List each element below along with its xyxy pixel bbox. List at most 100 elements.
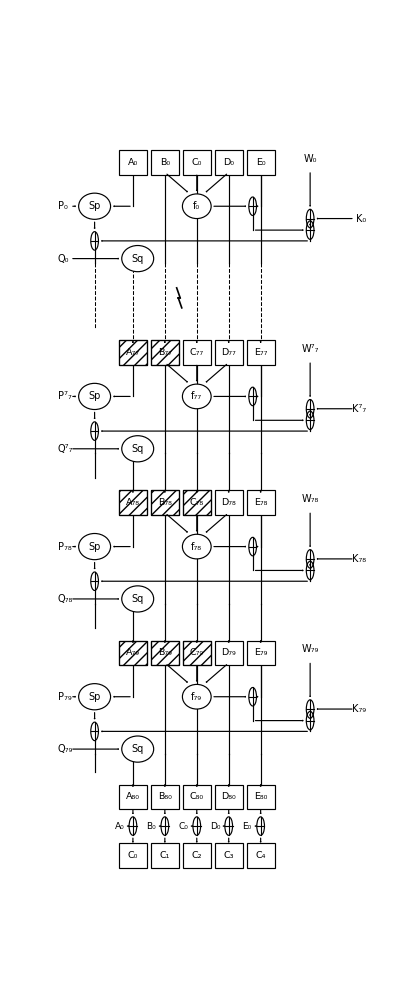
Text: E₀: E₀: [256, 158, 265, 167]
Text: C₀: C₀: [192, 158, 202, 167]
Text: Q₀: Q₀: [58, 254, 69, 264]
Text: P₀: P₀: [58, 201, 68, 211]
Text: Sq: Sq: [131, 444, 144, 454]
Text: C₈₀: C₈₀: [190, 792, 204, 801]
FancyBboxPatch shape: [183, 641, 211, 665]
FancyBboxPatch shape: [215, 340, 243, 365]
Text: K₇₉: K₇₉: [352, 704, 366, 714]
Ellipse shape: [79, 193, 110, 219]
Text: C₄: C₄: [255, 851, 266, 860]
Ellipse shape: [122, 436, 154, 462]
Text: A₇₈: A₇₈: [126, 498, 140, 507]
Text: P₇₉: P₇₉: [58, 692, 72, 702]
FancyBboxPatch shape: [247, 843, 275, 868]
Text: D₇₈: D₇₈: [221, 498, 236, 507]
Text: E₇₉: E₇₉: [254, 648, 267, 657]
FancyBboxPatch shape: [215, 843, 243, 868]
FancyBboxPatch shape: [151, 641, 179, 665]
FancyBboxPatch shape: [119, 150, 147, 175]
Text: W⁷₇: W⁷₇: [302, 344, 319, 354]
FancyBboxPatch shape: [247, 641, 275, 665]
Text: P⁷₇: P⁷₇: [58, 391, 72, 401]
Text: K₇₈: K₇₈: [352, 554, 366, 564]
Text: C₀: C₀: [128, 851, 138, 860]
Text: C₁: C₁: [160, 851, 170, 860]
Text: E₇₇: E₇₇: [254, 348, 267, 357]
Text: A₀: A₀: [115, 822, 124, 831]
Ellipse shape: [79, 533, 110, 560]
FancyBboxPatch shape: [215, 785, 243, 809]
Ellipse shape: [122, 736, 154, 762]
FancyBboxPatch shape: [151, 150, 179, 175]
FancyBboxPatch shape: [247, 340, 275, 365]
Text: E₇₈: E₇₈: [254, 498, 267, 507]
Text: Sq: Sq: [131, 744, 144, 754]
Text: K⁷₇: K⁷₇: [352, 404, 366, 414]
FancyBboxPatch shape: [151, 340, 179, 365]
Ellipse shape: [122, 586, 154, 612]
FancyBboxPatch shape: [151, 785, 179, 809]
Text: f₇₉: f₇₉: [191, 692, 202, 702]
Ellipse shape: [183, 194, 211, 219]
Ellipse shape: [183, 534, 211, 559]
FancyBboxPatch shape: [119, 641, 147, 665]
Ellipse shape: [183, 384, 211, 409]
Text: Sp: Sp: [89, 201, 101, 211]
Text: A₇₇: A₇₇: [126, 348, 140, 357]
Ellipse shape: [183, 684, 211, 709]
Text: Sq: Sq: [131, 254, 144, 264]
FancyBboxPatch shape: [183, 340, 211, 365]
Text: K₀: K₀: [356, 214, 366, 224]
FancyBboxPatch shape: [215, 490, 243, 515]
Text: B₇₇: B₇₇: [158, 348, 172, 357]
Text: B₈₀: B₈₀: [158, 792, 172, 801]
Text: B₇₈: B₇₈: [158, 498, 172, 507]
Text: C₂: C₂: [192, 851, 202, 860]
Text: B₀: B₀: [160, 158, 170, 167]
Text: Q⁷₇: Q⁷₇: [58, 444, 73, 454]
FancyBboxPatch shape: [119, 785, 147, 809]
Text: W₀: W₀: [303, 153, 317, 163]
Text: D₇₇: D₇₇: [221, 348, 236, 357]
Text: W₇₉: W₇₉: [302, 644, 319, 654]
Text: Sp: Sp: [89, 542, 101, 552]
Text: f₀: f₀: [193, 201, 200, 211]
FancyBboxPatch shape: [119, 843, 147, 868]
FancyBboxPatch shape: [215, 641, 243, 665]
Text: A₇₉: A₇₉: [126, 648, 140, 657]
Text: C₇₇: C₇₇: [190, 348, 204, 357]
Text: D₀: D₀: [210, 822, 220, 831]
Text: A₈₀: A₈₀: [126, 792, 140, 801]
FancyBboxPatch shape: [151, 490, 179, 515]
Text: A₀: A₀: [128, 158, 138, 167]
Text: C₇₉: C₇₉: [190, 648, 204, 657]
Text: Q₇₈: Q₇₈: [58, 594, 73, 604]
FancyBboxPatch shape: [151, 843, 179, 868]
Ellipse shape: [79, 684, 110, 710]
Text: D₈₀: D₈₀: [221, 792, 236, 801]
FancyBboxPatch shape: [247, 490, 275, 515]
Text: C₇₈: C₇₈: [190, 498, 204, 507]
Text: B₀: B₀: [147, 822, 156, 831]
FancyBboxPatch shape: [247, 785, 275, 809]
FancyBboxPatch shape: [119, 490, 147, 515]
FancyBboxPatch shape: [119, 340, 147, 365]
Text: Sq: Sq: [131, 594, 144, 604]
Text: C₃: C₃: [223, 851, 234, 860]
FancyBboxPatch shape: [247, 150, 275, 175]
Ellipse shape: [122, 246, 154, 272]
Text: Sp: Sp: [89, 391, 101, 401]
FancyBboxPatch shape: [183, 490, 211, 515]
Text: C₀: C₀: [178, 822, 188, 831]
Text: E₈₀: E₈₀: [254, 792, 267, 801]
Text: f₇₈: f₇₈: [191, 542, 202, 552]
FancyBboxPatch shape: [183, 150, 211, 175]
Text: W₇₈: W₇₈: [302, 494, 319, 504]
Ellipse shape: [79, 383, 110, 410]
Text: Q₇₉: Q₇₉: [58, 744, 73, 754]
Text: f₇₇: f₇₇: [191, 391, 202, 401]
FancyBboxPatch shape: [183, 843, 211, 868]
FancyBboxPatch shape: [183, 785, 211, 809]
Text: D₀: D₀: [223, 158, 234, 167]
Text: P₇₈: P₇₈: [58, 542, 72, 552]
